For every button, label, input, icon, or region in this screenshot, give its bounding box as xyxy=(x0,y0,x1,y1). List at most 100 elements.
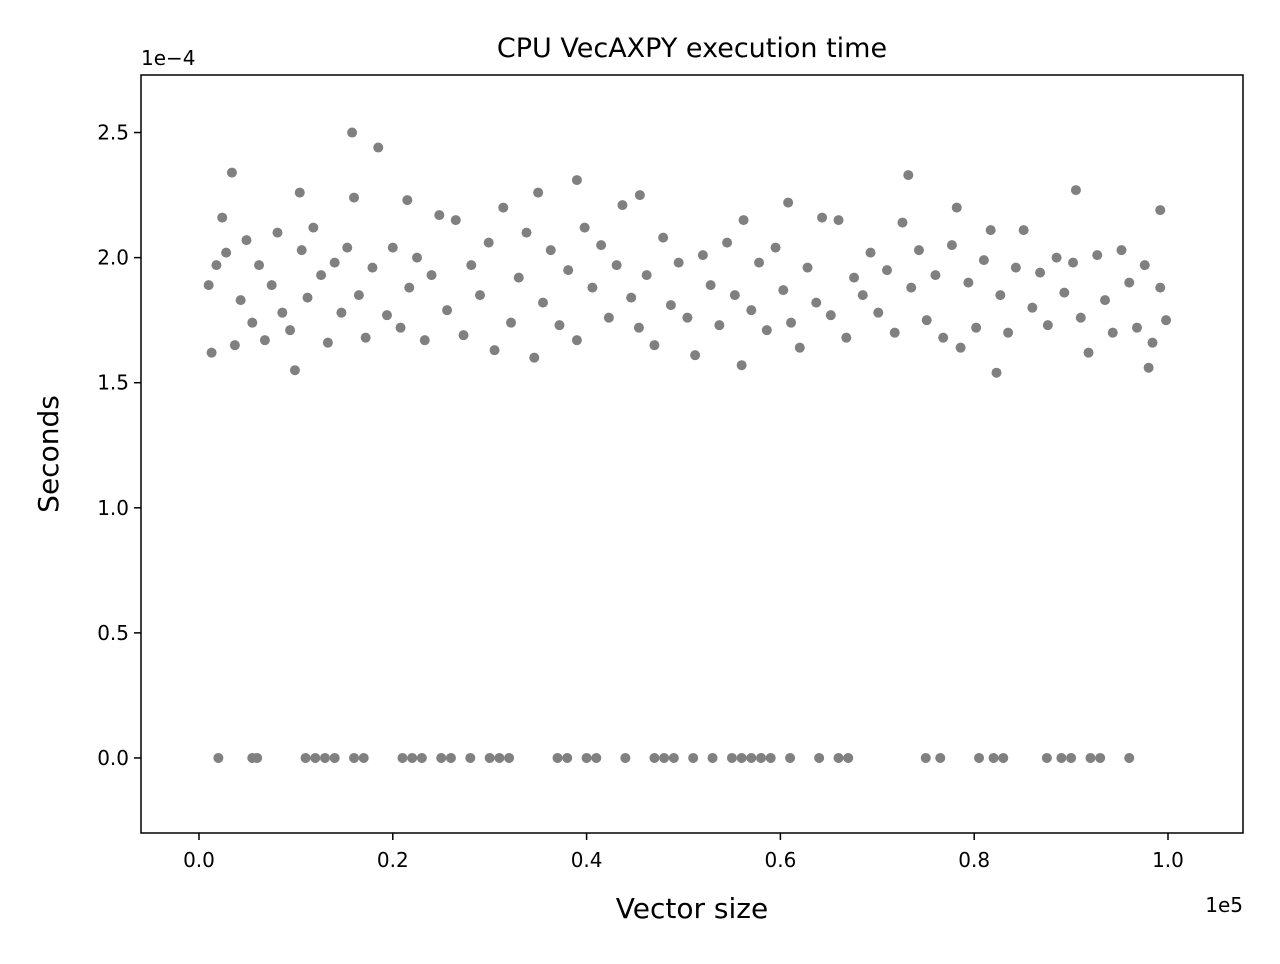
point xyxy=(857,290,868,301)
point xyxy=(770,242,781,253)
point xyxy=(247,317,258,328)
point xyxy=(596,240,607,251)
point xyxy=(802,262,813,273)
x-axis-label: Vector size xyxy=(616,892,768,925)
point xyxy=(1059,287,1070,298)
point xyxy=(603,312,614,323)
point xyxy=(1070,185,1081,196)
point xyxy=(649,340,660,351)
y-tick-label: 1.0 xyxy=(97,496,129,520)
point xyxy=(843,752,854,763)
point xyxy=(436,752,447,763)
point xyxy=(995,290,1006,301)
point xyxy=(1075,312,1086,323)
x-tick-label: 0.0 xyxy=(183,848,215,872)
point xyxy=(951,202,962,213)
point xyxy=(302,292,313,303)
point xyxy=(329,752,340,763)
point xyxy=(1051,252,1062,263)
point xyxy=(688,752,699,763)
point xyxy=(300,752,311,763)
point xyxy=(913,245,924,256)
point xyxy=(349,192,360,203)
point xyxy=(277,307,288,318)
point xyxy=(483,237,494,248)
point xyxy=(1092,250,1103,261)
point xyxy=(682,312,693,323)
y-axis-label: Seconds xyxy=(32,395,65,513)
point xyxy=(1066,752,1077,763)
point xyxy=(1124,752,1135,763)
point xyxy=(465,752,476,763)
point xyxy=(1085,752,1096,763)
point xyxy=(1042,320,1053,331)
point xyxy=(665,300,676,311)
point xyxy=(571,175,582,186)
point xyxy=(442,305,453,316)
point xyxy=(416,752,427,763)
point xyxy=(833,752,844,763)
point xyxy=(738,215,749,226)
point xyxy=(562,752,573,763)
point xyxy=(729,290,740,301)
point xyxy=(1147,337,1158,348)
point xyxy=(336,307,347,318)
point xyxy=(1107,327,1118,338)
point xyxy=(358,752,369,763)
point xyxy=(579,222,590,233)
point xyxy=(494,752,505,763)
point xyxy=(649,752,660,763)
point xyxy=(537,297,548,308)
point xyxy=(211,260,222,271)
point xyxy=(316,270,327,281)
y-tick-label: 0.0 xyxy=(97,746,129,770)
point xyxy=(213,752,224,763)
chart-title: CPU VecAXPY execution time xyxy=(497,33,887,64)
point xyxy=(673,257,684,268)
point xyxy=(985,225,996,236)
y-tick-label: 0.5 xyxy=(97,621,129,645)
x-offset-label: 1e5 xyxy=(1205,893,1243,917)
point xyxy=(259,335,270,346)
point xyxy=(310,752,321,763)
point xyxy=(641,270,652,281)
point xyxy=(611,260,622,271)
point xyxy=(521,227,532,238)
point xyxy=(1143,362,1154,373)
point xyxy=(754,257,765,268)
point xyxy=(974,752,985,763)
point xyxy=(833,215,844,226)
point xyxy=(963,277,974,288)
point xyxy=(668,752,679,763)
point xyxy=(554,320,565,331)
point xyxy=(697,250,708,261)
point xyxy=(1139,260,1150,271)
point xyxy=(504,752,515,763)
point xyxy=(817,212,828,223)
point xyxy=(1161,315,1172,326)
point xyxy=(329,257,340,268)
point xyxy=(475,290,486,301)
point xyxy=(241,235,252,246)
point xyxy=(620,752,631,763)
point xyxy=(397,752,408,763)
point xyxy=(705,280,716,291)
x-tick-label: 0.2 xyxy=(377,848,409,872)
point xyxy=(407,752,418,763)
point xyxy=(865,247,876,258)
point xyxy=(466,260,477,271)
point xyxy=(206,347,217,358)
point xyxy=(360,332,371,343)
point xyxy=(489,345,500,356)
point xyxy=(1131,322,1142,333)
point xyxy=(1035,267,1046,278)
y-offset-label: 1e−4 xyxy=(141,46,196,70)
point xyxy=(991,367,1002,378)
point xyxy=(381,310,392,321)
point xyxy=(235,295,246,306)
point xyxy=(841,332,852,343)
point xyxy=(347,127,358,138)
point xyxy=(1083,347,1094,358)
point xyxy=(353,290,364,301)
point xyxy=(955,342,966,353)
